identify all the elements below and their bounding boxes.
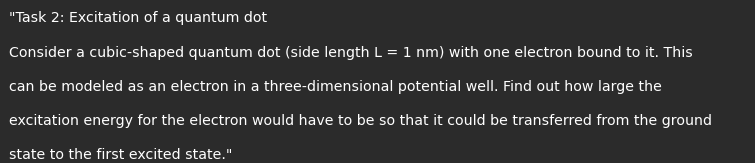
Text: state to the first excited state.": state to the first excited state." [9,148,233,162]
Text: can be modeled as an electron in a three-dimensional potential well. Find out ho: can be modeled as an electron in a three… [9,80,662,94]
Text: excitation energy for the electron would have to be so that it could be transfer: excitation energy for the electron would… [9,114,712,128]
Text: "Task 2: Excitation of a quantum dot: "Task 2: Excitation of a quantum dot [9,11,267,25]
Text: Consider a cubic-shaped quantum dot (side length L = 1 nm) with one electron bou: Consider a cubic-shaped quantum dot (sid… [9,46,693,60]
